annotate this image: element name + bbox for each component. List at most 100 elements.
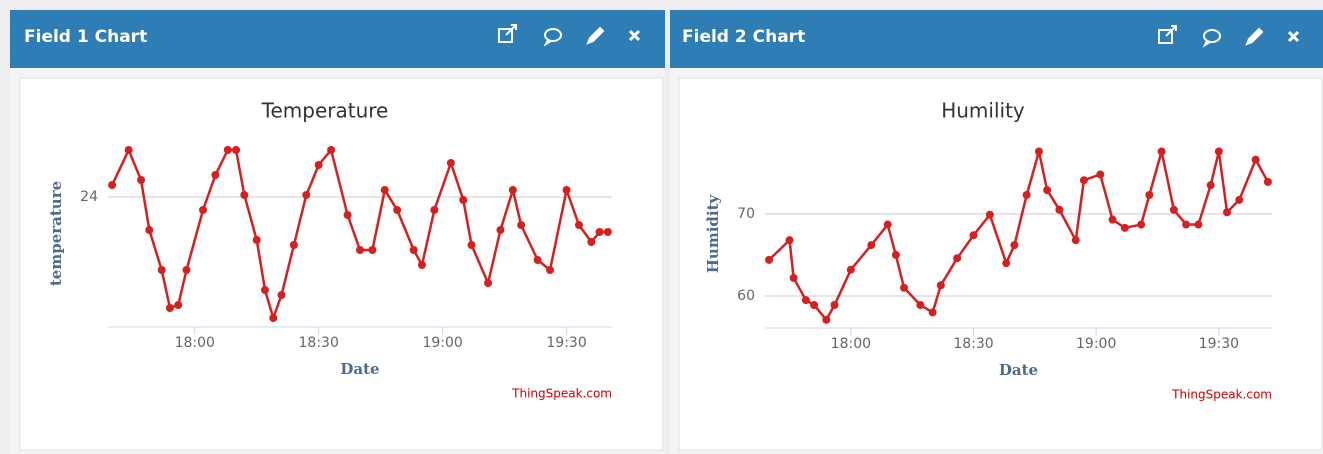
x-axis-label: Date xyxy=(340,360,379,378)
point xyxy=(459,196,468,204)
point xyxy=(916,301,925,310)
y-tick-label: 60 xyxy=(737,288,755,304)
y-tick-label: 70 xyxy=(737,206,755,222)
point xyxy=(417,261,426,269)
point xyxy=(789,273,798,282)
point xyxy=(867,241,876,250)
point xyxy=(1002,259,1011,268)
point xyxy=(822,315,831,324)
x-tick-label: 19:30 xyxy=(1199,336,1239,352)
point xyxy=(496,226,505,234)
point xyxy=(252,236,261,244)
edit-icon[interactable] xyxy=(586,26,605,45)
point xyxy=(1251,155,1260,164)
point xyxy=(277,291,286,299)
point xyxy=(785,236,794,245)
point xyxy=(1055,205,1064,214)
point xyxy=(1206,181,1215,190)
point xyxy=(1120,223,1129,232)
point xyxy=(574,221,583,229)
point xyxy=(1263,177,1272,186)
point xyxy=(1071,236,1080,245)
open-icon[interactable] xyxy=(1158,25,1177,44)
point xyxy=(182,266,191,274)
point xyxy=(157,266,166,274)
x-tick-label: 19:30 xyxy=(546,335,586,351)
point xyxy=(302,191,311,199)
x-axis-label: Date xyxy=(999,361,1038,379)
point xyxy=(368,246,377,254)
point xyxy=(223,146,232,154)
point xyxy=(900,283,909,292)
point xyxy=(801,296,810,305)
x-tick-label: 18:30 xyxy=(953,336,993,352)
point xyxy=(269,314,278,322)
point xyxy=(1137,220,1146,229)
y-axis-label: Humidity xyxy=(704,193,722,273)
y-tick-label: 24 xyxy=(80,189,98,205)
comment-icon[interactable] xyxy=(543,28,562,47)
point xyxy=(1194,220,1203,229)
point xyxy=(891,250,900,259)
point xyxy=(289,241,298,249)
chart-title: Humility xyxy=(941,99,1025,123)
close-icon[interactable] xyxy=(1287,30,1300,43)
edit-icon[interactable] xyxy=(1245,27,1264,46)
point xyxy=(380,186,389,194)
point xyxy=(145,226,154,234)
point xyxy=(393,206,402,214)
x-tick-label: 19:00 xyxy=(1076,336,1116,352)
point xyxy=(314,161,323,169)
x-tick-label: 19:00 xyxy=(422,335,462,351)
point xyxy=(953,254,962,263)
x-tick-label: 18:00 xyxy=(831,336,871,352)
close-icon[interactable] xyxy=(628,29,641,42)
point xyxy=(1145,191,1154,200)
panel-title: Field 1 Chart xyxy=(24,27,147,47)
point xyxy=(343,211,352,219)
point xyxy=(810,301,819,310)
chart-area xyxy=(19,77,664,451)
point xyxy=(883,220,892,229)
point xyxy=(765,255,774,264)
point xyxy=(260,286,269,294)
point xyxy=(846,265,855,274)
point xyxy=(409,246,418,254)
point xyxy=(174,301,183,309)
point xyxy=(1043,186,1052,195)
point xyxy=(1223,208,1232,217)
point xyxy=(165,304,174,312)
credit: ThingSpeak.com xyxy=(511,387,612,401)
point xyxy=(533,256,542,264)
point xyxy=(137,176,146,184)
point xyxy=(356,246,364,254)
point xyxy=(1079,176,1088,185)
point xyxy=(1214,147,1223,156)
point xyxy=(1022,191,1031,200)
point xyxy=(1096,170,1105,179)
x-tick-label: 18:30 xyxy=(299,335,339,351)
point xyxy=(108,181,117,189)
point xyxy=(430,206,439,214)
point xyxy=(546,266,555,274)
point xyxy=(199,206,208,214)
point xyxy=(969,231,978,240)
chart-title: Temperature xyxy=(261,99,389,123)
credit: ThingSpeak.com xyxy=(1171,388,1272,402)
x-tick-label: 18:00 xyxy=(175,335,215,351)
point xyxy=(124,146,133,154)
point xyxy=(517,221,526,229)
y-axis-label: temperature xyxy=(47,181,65,286)
comment-icon[interactable] xyxy=(1202,29,1221,48)
point xyxy=(830,301,839,310)
point xyxy=(1169,205,1178,214)
open-icon[interactable] xyxy=(498,24,517,43)
point xyxy=(211,171,220,179)
point xyxy=(240,191,249,199)
point xyxy=(985,210,994,219)
point xyxy=(446,159,455,167)
point xyxy=(928,308,937,317)
point xyxy=(1108,215,1117,224)
point xyxy=(1157,147,1166,156)
